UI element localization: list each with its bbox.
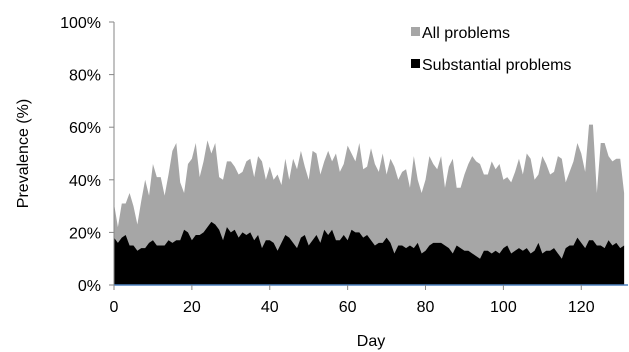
legend: All problems Substantial problems — [411, 25, 571, 74]
x-axis-ticks: 0 20 40 60 80 100 120 — [110, 285, 595, 316]
x-tick-label: 100 — [490, 299, 517, 316]
legend-label-all-problems: All problems — [422, 25, 510, 42]
y-tick-label: 40% — [69, 173, 101, 190]
y-tick-label: 100% — [60, 15, 101, 32]
y-axis-ticks: 0% 20% 40% 60% 80% 100% — [60, 15, 114, 295]
y-tick-label: 0% — [78, 278, 101, 295]
y-axis-title: Prevalence (%) — [15, 99, 32, 208]
x-tick-label: 40 — [261, 299, 279, 316]
y-tick-label: 60% — [69, 120, 101, 137]
y-tick-label: 20% — [69, 225, 101, 242]
x-tick-label: 60 — [339, 299, 357, 316]
legend-swatch-substantial-problems — [411, 59, 420, 68]
x-tick-label: 0 — [110, 299, 119, 316]
plot-area — [114, 124, 625, 285]
legend-label-substantial-problems: Substantial problems — [422, 57, 571, 74]
y-tick-label: 80% — [69, 68, 101, 85]
x-tick-label: 80 — [417, 299, 435, 316]
x-tick-label: 120 — [568, 299, 595, 316]
area-substantial-problems — [114, 221, 625, 285]
legend-swatch-all-problems — [411, 27, 420, 36]
x-axis-title: Day — [357, 333, 385, 350]
x-tick-label: 20 — [183, 299, 201, 316]
